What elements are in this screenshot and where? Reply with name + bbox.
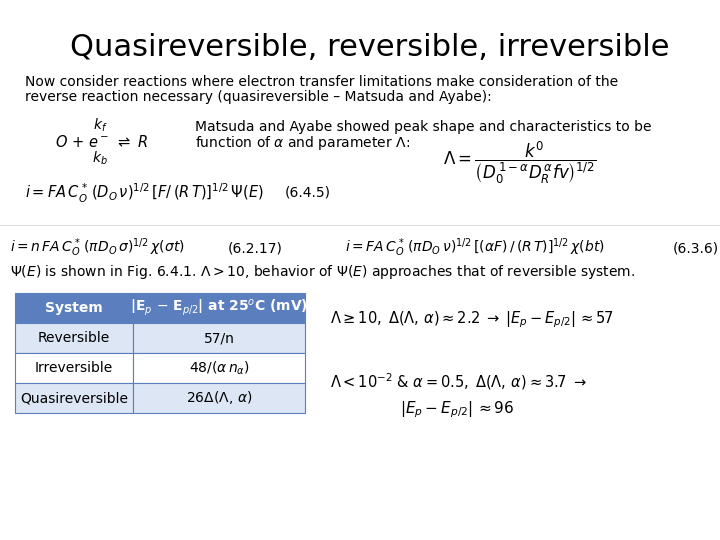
Text: Quasireversible: Quasireversible: [20, 391, 128, 405]
Text: function of $\alpha$ and parameter $\Lambda$:: function of $\alpha$ and parameter $\Lam…: [195, 134, 410, 152]
Text: Quasireversible, reversible, irreversible: Quasireversible, reversible, irreversibl…: [71, 33, 670, 63]
Text: |E$_p$ $-$ E$_{p/2}$| at 25$^o$C (mV): |E$_p$ $-$ E$_{p/2}$| at 25$^o$C (mV): [130, 298, 308, 318]
Bar: [15, 323, 133, 353]
Text: $k_f$: $k_f$: [93, 116, 107, 134]
Text: (6.4.5): (6.4.5): [285, 186, 331, 200]
Text: Reversible: Reversible: [38, 331, 110, 345]
Bar: [133, 323, 305, 353]
Bar: [133, 353, 305, 383]
Bar: [133, 383, 305, 413]
Text: (6.3.6): (6.3.6): [673, 241, 719, 255]
Text: $k_b$: $k_b$: [92, 149, 108, 167]
Text: $\Lambda = \dfrac{k^0}{\left(D_0^{\,1-\alpha} D_R^{\,\alpha} f v\right)^{1/2}}$: $\Lambda = \dfrac{k^0}{\left(D_0^{\,1-\a…: [444, 140, 597, 186]
Text: $i = n\,FA\,C_O^*\,(\pi D_O\,\sigma)^{1/2}\,\chi(\sigma t)$: $i = n\,FA\,C_O^*\,(\pi D_O\,\sigma)^{1/…: [10, 237, 184, 259]
Bar: [15, 293, 133, 323]
Text: Now consider reactions where electron transfer limitations make consideration of: Now consider reactions where electron tr…: [25, 75, 618, 89]
Text: $\Psi(E)$ is shown in Fig. 6.4.1. $\Lambda > 10$, behavior of $\Psi(E)$ approach: $\Psi(E)$ is shown in Fig. 6.4.1. $\Lamb…: [10, 263, 635, 281]
Text: $|E_p - E_{p/2}|\,\approx 96$: $|E_p - E_{p/2}|\,\approx 96$: [400, 400, 514, 420]
Text: 57/n: 57/n: [204, 331, 235, 345]
Text: Irreversible: Irreversible: [35, 361, 113, 375]
Text: 26$\Delta(\Lambda,\,\alpha)$: 26$\Delta(\Lambda,\,\alpha)$: [186, 389, 253, 407]
Text: (6.2.17): (6.2.17): [228, 241, 283, 255]
Text: 48/($\alpha\,n_\alpha$): 48/($\alpha\,n_\alpha$): [189, 359, 249, 377]
Text: $\Lambda < 10^{-2}$ & $\alpha = 0.5,\;\Delta(\Lambda,\,\alpha) \approx 3.7\;\rig: $\Lambda < 10^{-2}$ & $\alpha = 0.5,\;\D…: [330, 372, 587, 393]
Bar: [133, 293, 305, 323]
Text: System: System: [45, 301, 103, 315]
Text: $i = FA\,C_O^*\,(\pi D_O\,\nu)^{1/2}\,[(\alpha F)\,/\,(R\,T)]^{1/2}\,\chi(bt)$: $i = FA\,C_O^*\,(\pi D_O\,\nu)^{1/2}\,[(…: [345, 237, 605, 259]
Text: reverse reaction necessary (quasireversible – Matsuda and Ayabe):: reverse reaction necessary (quasireversi…: [25, 90, 492, 104]
Bar: [15, 383, 133, 413]
Text: $\Lambda \geq 10,\;\Delta(\Lambda,\,\alpha) \approx 2.2\;\rightarrow\;|E_p - E_{: $\Lambda \geq 10,\;\Delta(\Lambda,\,\alp…: [330, 310, 613, 330]
Text: O + e$^-$ $\rightleftharpoons$ R: O + e$^-$ $\rightleftharpoons$ R: [55, 134, 148, 150]
Bar: [15, 353, 133, 383]
Text: $i = FA\,C_O^*\,(D_O\,\nu)^{1/2}\,[F/\,(R\,T)]^{1/2}\,\Psi(E)$: $i = FA\,C_O^*\,(D_O\,\nu)^{1/2}\,[F/\,(…: [25, 181, 264, 205]
Text: Matsuda and Ayabe showed peak shape and characteristics to be: Matsuda and Ayabe showed peak shape and …: [195, 120, 652, 134]
